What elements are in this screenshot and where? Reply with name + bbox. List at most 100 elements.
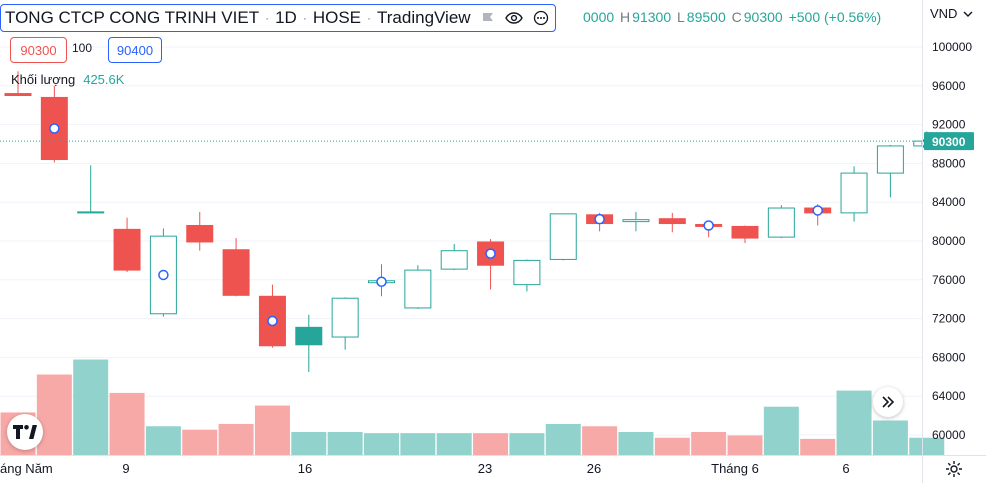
exchange-label: HOSE	[312, 8, 362, 27]
symbol-legend: TONG CTCP CONG TRINH VIET · 1D · HOSE · …	[0, 4, 556, 32]
gear-icon[interactable]	[944, 459, 964, 479]
separator-dot: ·	[302, 11, 307, 25]
volume-bar	[727, 435, 763, 455]
volume-bar	[909, 437, 945, 455]
event-marker	[158, 269, 169, 281]
x-tick-label: áng Năm	[0, 461, 53, 476]
flag-icon[interactable]	[481, 11, 495, 25]
candle-up	[549, 213, 577, 260]
separator-dot: ·	[367, 11, 372, 25]
volume-bar	[182, 429, 218, 455]
change-value: +500 (+0.56%)	[788, 9, 882, 25]
volume-bar	[109, 392, 145, 455]
volume-bar	[582, 426, 618, 455]
candle-down	[113, 228, 141, 271]
event-marker	[485, 248, 496, 259]
volume-bar	[800, 438, 836, 455]
y-tick-label: 80000	[932, 234, 966, 248]
y-tick-label: 64000	[932, 389, 966, 403]
buy-price-button[interactable]: 90400	[108, 37, 162, 63]
chevron-down-icon	[963, 11, 973, 17]
candle-up	[876, 145, 904, 174]
tradingview-logo-icon[interactable]	[7, 414, 43, 450]
event-marker	[376, 276, 387, 287]
interval-label: 1D	[275, 8, 297, 27]
candle-up	[404, 269, 432, 309]
candle-down	[186, 224, 214, 243]
y-tick-label: 72000	[932, 312, 966, 326]
candle-up	[840, 172, 868, 214]
volume-bar	[400, 433, 436, 455]
volume-bar	[145, 426, 181, 455]
volume-label: Khối lượng	[11, 72, 76, 87]
volume-value: 425.6K	[83, 72, 125, 87]
candle-up	[77, 211, 105, 214]
candle-down	[4, 93, 32, 96]
close-label: C	[731, 9, 742, 25]
candle-down	[40, 96, 68, 161]
x-tick-label: 9	[122, 461, 129, 476]
volume-bar	[254, 405, 290, 455]
currency-label: VND	[930, 6, 958, 21]
symbol-name: TONG CTCP CONG TRINH VIET	[5, 8, 260, 27]
event-marker	[267, 315, 278, 327]
volume-bar	[291, 432, 327, 455]
candle-up	[331, 297, 359, 338]
candle-down	[222, 249, 250, 296]
high-label: H	[620, 9, 631, 25]
currency-selector[interactable]: VND	[930, 6, 973, 21]
event-marker	[812, 205, 823, 216]
open-value: 0000	[583, 9, 615, 25]
volume-bar	[545, 423, 581, 455]
candle-down	[658, 218, 686, 225]
event-marker	[703, 220, 714, 231]
volume-bar	[73, 359, 109, 455]
symbol-title-box[interactable]: TONG CTCP CONG TRINH VIET · 1D · HOSE · …	[0, 4, 556, 32]
last-price-label: 90300	[932, 135, 966, 149]
x-tick-label: Tháng 6	[711, 461, 759, 476]
candle-up	[622, 219, 650, 223]
volume-bar	[436, 433, 472, 455]
volume-bar	[473, 433, 509, 455]
volume-legend: Khối lượng 425.6K	[11, 72, 124, 87]
event-marker	[49, 123, 60, 134]
order-quantity: 100	[72, 41, 93, 55]
candle-up	[295, 326, 323, 346]
y-tick-label: 88000	[932, 156, 966, 170]
sell-price-button[interactable]: 90300	[10, 37, 67, 63]
volume-bar	[872, 420, 908, 455]
separator-dot: ·	[265, 11, 270, 25]
volume-bar	[509, 433, 545, 455]
candle-down	[731, 225, 759, 239]
ohlc-values: 0000 H 91300 L 89500 C 90300 +500 (+0.56%)	[581, 9, 883, 25]
y-tick-label: 96000	[932, 79, 966, 93]
x-tick-label: 6	[842, 461, 849, 476]
volume-bar	[218, 423, 254, 455]
scroll-to-realtime-icon[interactable]	[873, 387, 903, 417]
volume-bar	[654, 437, 690, 455]
volume-bar	[691, 432, 727, 455]
y-tick-label: 60000	[932, 428, 966, 442]
last-price-label-bg	[924, 132, 974, 151]
close-value: 90300	[743, 9, 783, 25]
event-marker	[594, 213, 605, 225]
volume-bar	[618, 432, 654, 455]
y-tick-label: 76000	[932, 273, 966, 287]
candle-up	[440, 250, 468, 270]
y-tick-label: 84000	[932, 195, 966, 209]
eye-icon[interactable]	[504, 11, 523, 25]
x-tick-label: 16	[298, 461, 312, 476]
source-label: TradingView	[377, 8, 471, 27]
low-label: L	[677, 9, 685, 25]
more-dots-icon[interactable]	[533, 10, 549, 26]
volume-bar	[36, 374, 72, 455]
y-tick-label: 68000	[932, 350, 966, 364]
x-tick-label: 23	[478, 461, 492, 476]
volume-bar	[836, 390, 872, 455]
candle-up	[767, 207, 795, 238]
volume-bar	[763, 406, 799, 455]
high-value: 91300	[632, 9, 672, 25]
low-value: 89500	[686, 9, 726, 25]
y-tick-label: 92000	[932, 118, 966, 132]
